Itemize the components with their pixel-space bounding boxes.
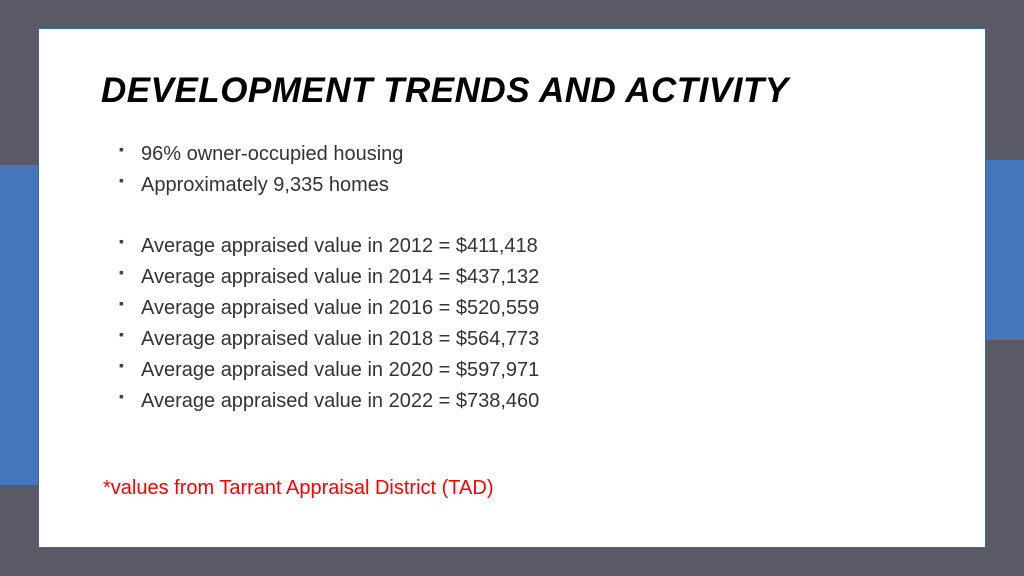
list-item: Average appraised value in 2022 = $738,4… xyxy=(119,386,923,417)
list-item: 96% owner-occupied housing xyxy=(119,139,923,170)
list-item: Average appraised value in 2014 = $437,1… xyxy=(119,262,923,293)
list-item: Approximately 9,335 homes xyxy=(119,170,923,201)
footnote-text: *values from Tarrant Appraisal District … xyxy=(101,477,923,500)
list-item: Average appraised value in 2020 = $597,9… xyxy=(119,355,923,386)
list-item: Average appraised value in 2018 = $564,7… xyxy=(119,324,923,355)
list-item: Average appraised value in 2012 = $411,4… xyxy=(119,231,923,262)
slide-title: DEVELOPMENT TRENDS AND ACTIVITY xyxy=(101,71,923,111)
accent-bar-right xyxy=(986,160,1024,340)
slide-frame: DEVELOPMENT TRENDS AND ACTIVITY 96% owne… xyxy=(38,28,986,548)
bullet-list-summary: 96% owner-occupied housing Approximately… xyxy=(101,139,923,201)
slide-content: DEVELOPMENT TRENDS AND ACTIVITY 96% owne… xyxy=(101,71,923,505)
list-item: Average appraised value in 2016 = $520,5… xyxy=(119,293,923,324)
bullet-list-values: Average appraised value in 2012 = $411,4… xyxy=(101,231,923,417)
group-separator xyxy=(101,201,923,231)
accent-bar-left xyxy=(0,165,38,485)
